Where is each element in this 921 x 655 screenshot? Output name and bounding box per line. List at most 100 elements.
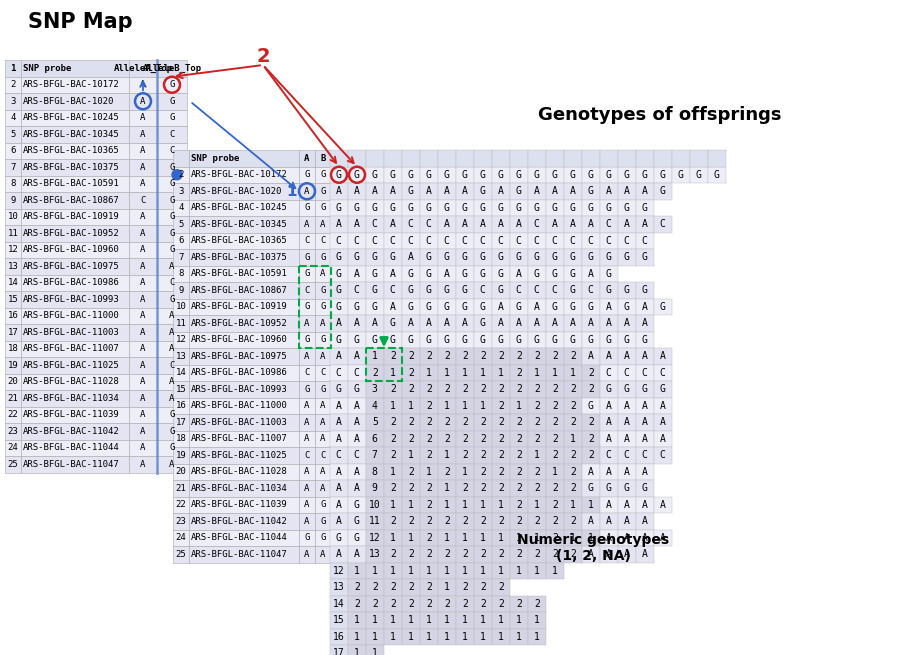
Text: 3: 3 (372, 384, 378, 394)
Bar (654, 150, 671, 166)
Bar (189, 150, 299, 166)
Bar (636, 331, 654, 348)
Text: ARS-BFGL-BAC-11025: ARS-BFGL-BAC-11025 (23, 361, 120, 370)
Bar (456, 496, 473, 513)
Bar (564, 233, 581, 249)
Text: 1: 1 (408, 566, 414, 576)
Bar (672, 150, 690, 166)
Bar (129, 60, 157, 77)
Text: A: A (390, 219, 396, 229)
Bar (438, 595, 456, 612)
Bar (546, 150, 564, 166)
Bar (510, 331, 528, 348)
Bar (330, 282, 347, 299)
Text: G: G (354, 335, 360, 345)
Text: C: C (390, 236, 396, 246)
Text: A: A (624, 516, 630, 526)
Bar (600, 150, 617, 166)
Bar (129, 225, 157, 242)
Bar (366, 464, 383, 480)
Text: G: G (321, 533, 326, 542)
Bar (600, 249, 617, 265)
Bar (564, 430, 581, 447)
Text: G: G (624, 302, 630, 312)
Text: A: A (606, 417, 612, 427)
Bar (708, 150, 726, 166)
Text: G: G (372, 269, 378, 279)
Text: ARS-BFGL-BAC-10345: ARS-BFGL-BAC-10345 (23, 130, 120, 139)
Text: 2: 2 (498, 467, 504, 477)
Text: 1: 1 (480, 533, 485, 543)
Text: A: A (140, 361, 146, 370)
Text: 2: 2 (516, 467, 521, 477)
Bar (618, 496, 635, 513)
Text: A: A (570, 186, 576, 196)
Text: 2: 2 (516, 434, 521, 443)
Bar (600, 299, 617, 315)
Bar (546, 183, 564, 200)
Text: 2: 2 (516, 367, 521, 378)
Text: G: G (169, 295, 175, 304)
Bar (157, 373, 187, 390)
Text: A: A (606, 467, 612, 477)
Bar (402, 200, 419, 216)
Bar (366, 381, 383, 398)
Bar (492, 629, 509, 645)
Bar (21, 423, 129, 440)
Text: G: G (354, 203, 360, 213)
Text: 2: 2 (570, 483, 576, 493)
Text: A: A (140, 179, 146, 188)
Text: A: A (304, 154, 309, 162)
Bar (366, 546, 383, 563)
Text: G: G (461, 269, 468, 279)
Bar (189, 381, 299, 398)
Text: ARS-BFGL-BAC-11039: ARS-BFGL-BAC-11039 (23, 410, 120, 419)
Bar (456, 315, 473, 331)
Text: 23: 23 (7, 427, 18, 436)
Text: 1: 1 (10, 64, 16, 73)
Bar (189, 348, 299, 364)
Text: 1: 1 (534, 450, 540, 460)
Bar (299, 265, 331, 348)
Bar (438, 150, 456, 166)
Bar (546, 563, 564, 579)
Text: A: A (606, 516, 612, 526)
Bar (528, 546, 545, 563)
Bar (510, 513, 528, 529)
Text: 2: 2 (534, 467, 540, 477)
Bar (315, 464, 331, 480)
Bar (21, 60, 129, 77)
Bar (420, 546, 437, 563)
Bar (157, 274, 187, 291)
Bar (173, 513, 189, 529)
Bar (546, 529, 564, 546)
Text: A: A (140, 146, 146, 155)
Bar (299, 183, 315, 200)
Text: A: A (642, 500, 647, 510)
Text: ARS-BFGL-BAC-10960: ARS-BFGL-BAC-10960 (191, 335, 287, 345)
Bar (492, 315, 509, 331)
Bar (528, 595, 545, 612)
Text: A: A (642, 302, 647, 312)
Bar (510, 629, 528, 645)
Bar (315, 249, 331, 265)
Text: 2: 2 (498, 516, 504, 526)
Bar (456, 464, 473, 480)
Bar (384, 315, 402, 331)
Text: 1: 1 (372, 632, 378, 642)
Text: C: C (588, 236, 594, 246)
Bar (330, 348, 347, 364)
Text: C: C (354, 450, 360, 460)
Text: 1: 1 (498, 500, 504, 510)
Text: G: G (354, 252, 360, 262)
Bar (438, 216, 456, 233)
Text: G: G (408, 285, 414, 295)
Text: A: A (534, 302, 540, 312)
Text: 20: 20 (176, 467, 186, 476)
Text: G: G (552, 170, 558, 179)
Bar (402, 430, 419, 447)
Bar (366, 315, 383, 331)
Text: ARS-BFGL-BAC-10993: ARS-BFGL-BAC-10993 (23, 295, 120, 304)
Bar (492, 579, 509, 595)
Text: 1: 1 (461, 367, 468, 378)
